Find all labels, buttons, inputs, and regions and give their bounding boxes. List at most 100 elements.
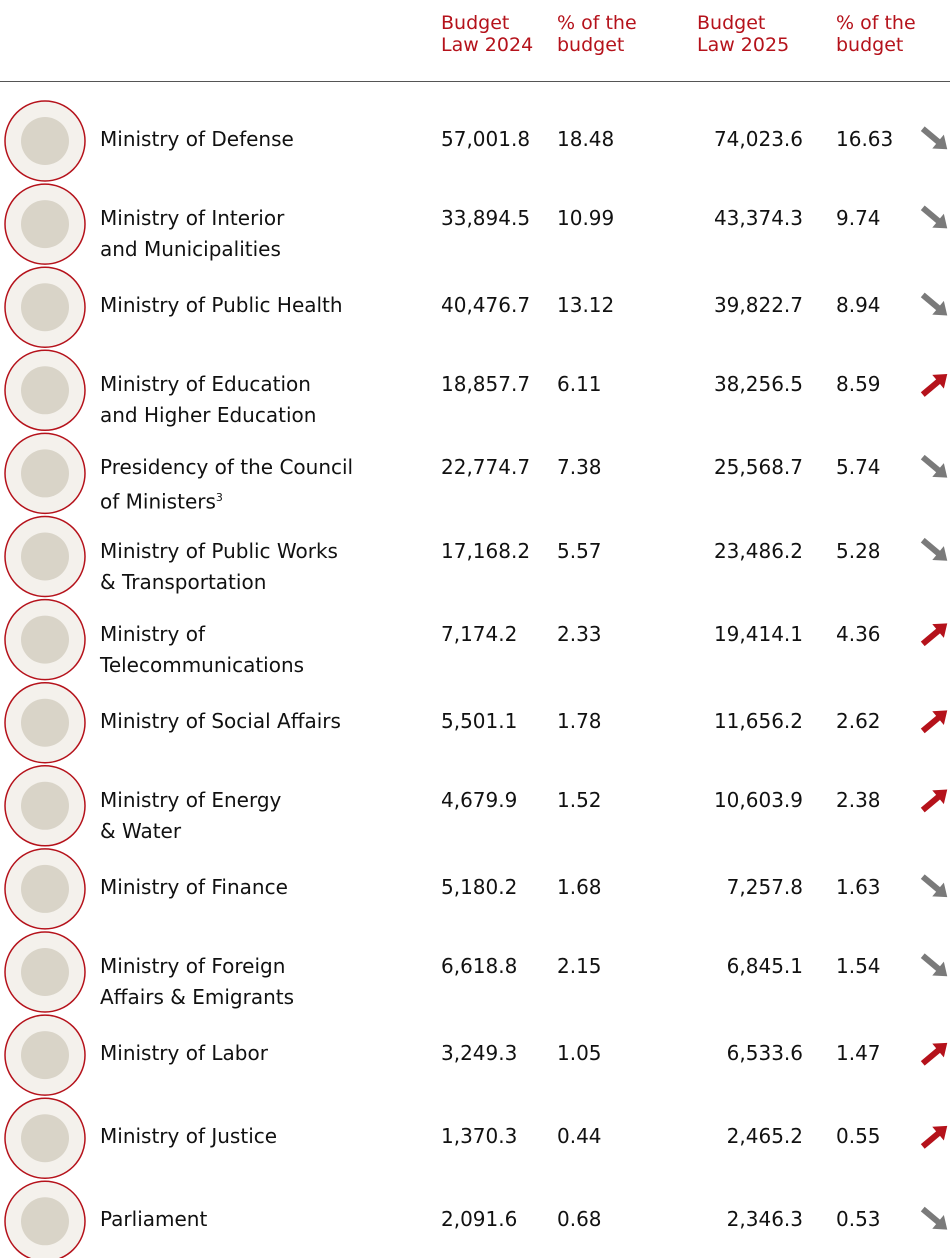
cell: 40,476.7 bbox=[441, 293, 531, 318]
trend-down-arrow bbox=[920, 292, 948, 316]
cell: 6,533.6 bbox=[726, 1041, 803, 1066]
row-label: Ministry of Finance bbox=[100, 874, 288, 899]
cell: 17,168.2 bbox=[441, 538, 531, 563]
cell: 16.63 bbox=[836, 127, 894, 151]
logo-emblem bbox=[21, 864, 69, 913]
trend-up-arrow bbox=[920, 623, 948, 647]
row-label: Ministry of Interior bbox=[100, 206, 285, 231]
logo-emblem bbox=[21, 200, 69, 249]
cell: 5.57 bbox=[557, 538, 602, 563]
cell: 38,256.5 bbox=[713, 372, 803, 397]
cell: 2.15 bbox=[557, 954, 602, 978]
trend-down-arrow bbox=[920, 537, 948, 561]
footnote-ref: 3 bbox=[215, 491, 223, 505]
row-label: Ministry of bbox=[100, 621, 205, 646]
trend-down-arrow bbox=[920, 126, 948, 150]
cell: 1.78 bbox=[557, 708, 602, 733]
row-label: Ministry of Social Affairs bbox=[100, 708, 341, 733]
cell: 39,822.7 bbox=[713, 293, 803, 318]
cell: 25,568.7 bbox=[713, 455, 803, 480]
row-label: Telecommunications bbox=[100, 652, 305, 677]
row-label: and Municipalities bbox=[100, 237, 281, 262]
arrow-shape bbox=[920, 292, 948, 316]
cell: 1.52 bbox=[557, 787, 602, 812]
logo-emblem bbox=[21, 1197, 69, 1246]
logo-emblem bbox=[21, 283, 69, 332]
cell: 4,679.9 bbox=[441, 787, 518, 812]
trend-down-arrow bbox=[920, 1206, 948, 1230]
arrow-shape bbox=[920, 374, 948, 397]
cell: 6,618.8 bbox=[441, 954, 518, 978]
trend-down-arrow bbox=[920, 205, 948, 229]
cell: 5.28 bbox=[836, 538, 881, 563]
row-label: & Water bbox=[100, 818, 182, 843]
row-label: Ministry of Public Works bbox=[100, 538, 338, 563]
column-header: Budget Law 2024 bbox=[441, 12, 534, 56]
logo-emblem bbox=[21, 449, 69, 498]
cell: 6,845.1 bbox=[726, 954, 803, 978]
row-label: Ministry of Energy bbox=[100, 787, 282, 812]
row-label: and Higher Education bbox=[100, 403, 317, 428]
cell: 74,023.6 bbox=[713, 127, 803, 151]
cell: 1,370.3 bbox=[441, 1124, 518, 1149]
cell: 18.48 bbox=[557, 127, 615, 151]
cell: 2.62 bbox=[836, 708, 881, 733]
arrow-shape bbox=[920, 537, 948, 561]
cell: 2,465.2 bbox=[726, 1124, 803, 1149]
trend-down-arrow bbox=[920, 953, 948, 977]
arrow-shape bbox=[920, 874, 948, 898]
cell: 33,894.5 bbox=[441, 206, 531, 231]
trend-down-arrow bbox=[920, 874, 948, 898]
arrow-shape bbox=[920, 710, 948, 734]
cell: 5.74 bbox=[836, 455, 881, 480]
arrow-shape bbox=[920, 623, 948, 647]
trend-up-arrow bbox=[920, 1125, 948, 1149]
cell: 2,346.3 bbox=[726, 1207, 803, 1232]
cell: 1.54 bbox=[836, 954, 881, 978]
logo-emblem bbox=[21, 948, 69, 996]
cell: 1.47 bbox=[836, 1041, 881, 1066]
cell: 22,774.7 bbox=[441, 455, 531, 480]
arrow-shape bbox=[920, 1206, 948, 1230]
header-rule bbox=[0, 81, 950, 82]
trend-up-arrow bbox=[920, 1042, 948, 1066]
trend-up-arrow bbox=[920, 374, 948, 397]
cell: 3,249.3 bbox=[441, 1041, 518, 1066]
column-header: % of the budget bbox=[836, 12, 916, 56]
logo-emblem bbox=[21, 1031, 69, 1080]
column-header: Budget Law 2025 bbox=[697, 12, 790, 56]
cell: 11,656.2 bbox=[713, 708, 803, 733]
cell: 8.94 bbox=[836, 293, 881, 318]
trend-down-arrow bbox=[920, 454, 948, 478]
arrow-shape bbox=[920, 1125, 948, 1149]
logo-emblem bbox=[21, 698, 69, 747]
row-label: Ministry of Labor bbox=[100, 1041, 268, 1066]
row-label: Parliament bbox=[100, 1207, 208, 1232]
trend-up-arrow bbox=[920, 710, 948, 734]
cell: 19,414.1 bbox=[713, 621, 803, 646]
arrow-shape bbox=[920, 789, 948, 813]
cell: 6.11 bbox=[557, 372, 602, 397]
arrow-shape bbox=[920, 454, 948, 478]
cell: 43,374.3 bbox=[713, 206, 803, 231]
row-label: Ministry of Education bbox=[100, 372, 311, 397]
row-label: Presidency of the Council bbox=[100, 455, 354, 480]
cell: 23,486.2 bbox=[713, 538, 803, 563]
cell: 9.74 bbox=[836, 206, 881, 231]
cell: 57,001.8 bbox=[441, 127, 531, 151]
arrow-shape bbox=[920, 953, 948, 977]
row-label: & Transportation bbox=[100, 569, 267, 594]
row-label: Affairs & Emigrants bbox=[100, 985, 295, 1009]
cell: 7,257.8 bbox=[726, 874, 803, 899]
row-label: Ministry of Defense bbox=[100, 127, 294, 151]
cell: 10,603.9 bbox=[713, 787, 803, 812]
arrow-shape bbox=[920, 126, 948, 150]
cell: 10.99 bbox=[557, 206, 615, 231]
cell: 2.33 bbox=[557, 621, 602, 646]
cell: 8.59 bbox=[836, 372, 881, 397]
column-header: % of the budget bbox=[557, 12, 637, 56]
cell: 0.55 bbox=[836, 1124, 881, 1149]
cell: 2,091.6 bbox=[441, 1207, 518, 1232]
row-label: Ministry of Public Health bbox=[100, 293, 343, 318]
